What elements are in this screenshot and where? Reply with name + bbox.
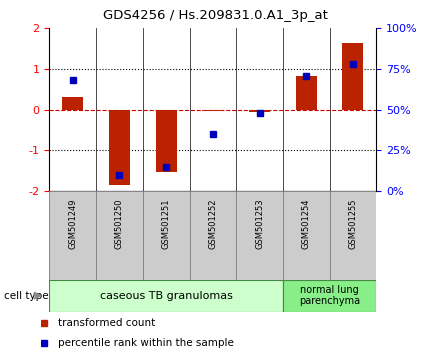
Text: GSM501253: GSM501253 (255, 198, 264, 249)
Bar (283, 191, 329, 280)
Text: GSM501249: GSM501249 (68, 198, 77, 249)
Text: GSM501254: GSM501254 (302, 198, 311, 249)
Text: percentile rank within the sample: percentile rank within the sample (58, 338, 233, 348)
Text: transformed count: transformed count (58, 318, 155, 328)
Bar (62, 97, 83, 110)
Text: cell type: cell type (4, 291, 49, 301)
Bar (236, 191, 283, 280)
Text: GSM501252: GSM501252 (209, 198, 217, 249)
Bar (342, 42, 363, 110)
Bar (49, 280, 283, 312)
Bar (283, 280, 376, 312)
Text: GSM501251: GSM501251 (162, 198, 171, 249)
Text: GDS4256 / Hs.209831.0.A1_3p_at: GDS4256 / Hs.209831.0.A1_3p_at (103, 9, 327, 22)
Bar (203, 110, 223, 111)
Bar (143, 191, 190, 280)
Bar (190, 191, 236, 280)
Bar (49, 191, 96, 280)
Text: GSM501255: GSM501255 (348, 198, 357, 249)
Bar (249, 110, 270, 112)
Bar (329, 191, 376, 280)
Bar (156, 110, 177, 172)
Bar (296, 76, 317, 110)
Text: caseous TB granulomas: caseous TB granulomas (100, 291, 233, 301)
Text: normal lung
parenchyma: normal lung parenchyma (299, 285, 360, 307)
Bar (96, 191, 143, 280)
Bar (109, 110, 130, 185)
Text: GSM501250: GSM501250 (115, 198, 124, 249)
